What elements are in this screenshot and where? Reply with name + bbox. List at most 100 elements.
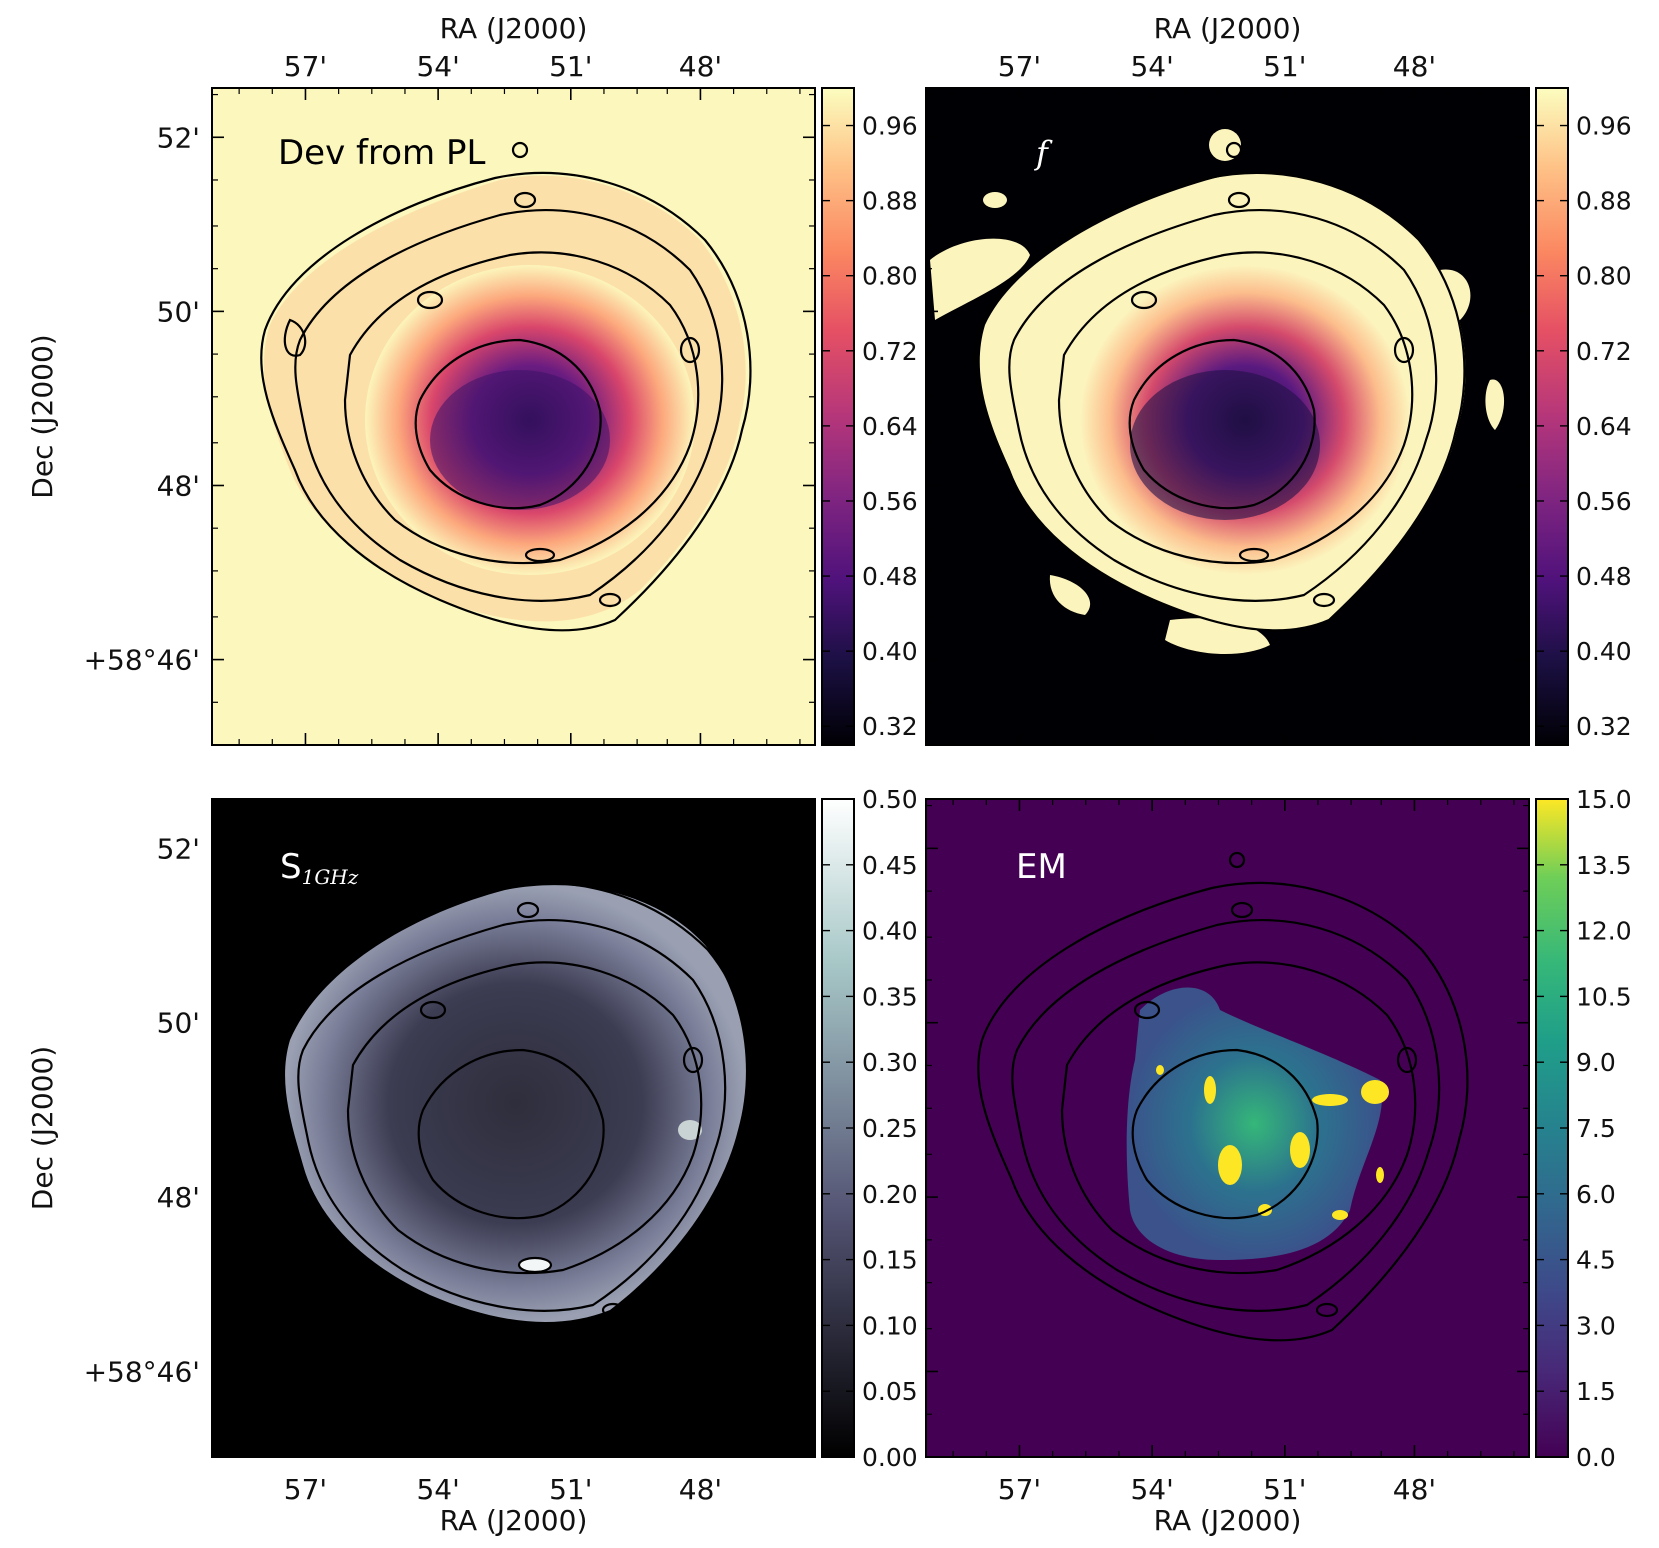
radio-contours xyxy=(977,851,1469,1342)
ra-tick-label: 57' xyxy=(284,50,327,83)
bright-knot xyxy=(678,1120,702,1140)
ra-tick-label: 51' xyxy=(549,1473,592,1506)
colorbar-tick-label: 0.56 xyxy=(862,487,918,516)
colorbar-tick-label: 15.0 xyxy=(1576,785,1632,814)
colorbar-tick-label: 6.0 xyxy=(1576,1180,1616,1209)
ra-tick-label: 54' xyxy=(1130,50,1173,83)
ra-tick-label: 57' xyxy=(284,1473,327,1506)
colorbar-tick-label: 0.80 xyxy=(1576,262,1632,291)
colorbar-tick-label: 3.0 xyxy=(1576,1311,1616,1340)
ra-tick-label: 48' xyxy=(1393,1473,1436,1506)
core-minimum xyxy=(430,370,610,510)
colorbar-tick-label: 0.40 xyxy=(862,637,918,666)
ra-tick-label: 54' xyxy=(416,50,459,83)
panel-label: S1GHz xyxy=(280,847,359,889)
panel-frame xyxy=(925,798,1530,1458)
emission-patch xyxy=(983,192,1007,208)
panel-dev-from-pl: Dev from PL xyxy=(211,87,816,746)
panel-f: f xyxy=(925,87,1530,746)
colorbar-tick-label: 0.50 xyxy=(862,785,918,814)
colorbar-tick-label: 10.5 xyxy=(1576,982,1632,1011)
panel-em: EM xyxy=(925,798,1530,1458)
colorbar-f xyxy=(1535,87,1569,746)
colorbar-tick-label: 0.20 xyxy=(862,1180,918,1209)
colorbar-dev xyxy=(821,87,855,746)
colorbar-tick-label: 0.48 xyxy=(1576,562,1632,591)
panel-label: EM xyxy=(1016,847,1067,887)
colorbar-tick-label: 0.15 xyxy=(862,1246,918,1275)
colorbar-tick-label: 0.64 xyxy=(862,412,918,441)
colorbar-tick-label: 0.05 xyxy=(862,1377,918,1406)
ra-tick-label: 51' xyxy=(1263,1473,1306,1506)
colorbar-tick-label: 0.96 xyxy=(1576,112,1632,141)
radio-contours xyxy=(974,141,1466,632)
emission-patch xyxy=(1049,575,1091,615)
ra-tick-label: 48' xyxy=(679,50,722,83)
emission-patch xyxy=(1209,129,1241,161)
ra-axis-label: RA (J2000) xyxy=(440,12,588,45)
emission-patch xyxy=(1485,379,1505,430)
dec-tick-label: 48' xyxy=(157,1181,200,1214)
ra-axis-label: RA (J2000) xyxy=(1154,1504,1302,1537)
ra-axis-label: RA (J2000) xyxy=(440,1504,588,1537)
panel-s1ghz: S1GHz xyxy=(211,798,816,1458)
core-minimum xyxy=(1130,370,1320,520)
ra-tick-label: 54' xyxy=(1130,1473,1173,1506)
colorbar-tick-label: 0.00 xyxy=(862,1443,918,1472)
colorbar-tick-label: 1.5 xyxy=(1576,1377,1616,1406)
dec-tick-label: 50' xyxy=(157,295,200,328)
ra-tick-label: 57' xyxy=(998,50,1041,83)
radio-contours xyxy=(263,851,755,1342)
dec-axis-label: Dec (J2000) xyxy=(26,334,59,498)
dec-axis-label: Dec (J2000) xyxy=(26,1046,59,1210)
colorbar-tick-label: 0.35 xyxy=(862,982,918,1011)
panel-label: Dev from PL xyxy=(278,133,485,173)
remnant-emission xyxy=(285,885,746,1322)
colorbar-tick-label: 0.25 xyxy=(862,1114,918,1143)
colorbar-tick-label: 0.72 xyxy=(862,337,918,366)
ra-tick-label: 48' xyxy=(1393,50,1436,83)
ra-tick-label: 57' xyxy=(998,1473,1041,1506)
colorbar-tick-label: 0.48 xyxy=(862,562,918,591)
colorbar-tick-label: 0.64 xyxy=(1576,412,1632,441)
colorbar-tick-label: 0.88 xyxy=(862,187,918,216)
colorbar-tick-label: 4.5 xyxy=(1576,1246,1616,1275)
colorbar-tick-label: 13.5 xyxy=(1576,851,1632,880)
ra-axis-label: RA (J2000) xyxy=(1154,12,1302,45)
dec-tick-label: 50' xyxy=(157,1007,200,1040)
colorbar-tick-label: 0.40 xyxy=(1576,637,1632,666)
ra-tick-label: 51' xyxy=(549,50,592,83)
em-emission-region xyxy=(1126,987,1383,1260)
colorbar-tick-label: 0.45 xyxy=(862,851,918,880)
ra-tick-label: 54' xyxy=(416,1473,459,1506)
bright-knot xyxy=(519,1259,551,1271)
colorbar-tick-label: 12.0 xyxy=(1576,917,1632,946)
emission-patch xyxy=(930,238,1030,320)
panel-frame xyxy=(211,798,816,1458)
em-bright-patches xyxy=(1156,1065,1389,1220)
colorbar-tick-label: 0.30 xyxy=(862,1048,918,1077)
ra-tick-label: 48' xyxy=(679,1473,722,1506)
dec-tick-label: +58°46' xyxy=(84,1355,200,1388)
colorbar-tick-label: 0.88 xyxy=(1576,187,1632,216)
dec-tick-label: +58°46' xyxy=(84,644,200,677)
dec-tick-label: 48' xyxy=(157,469,200,502)
colorbar-tick-label: 0.32 xyxy=(862,712,918,741)
panel-frame xyxy=(211,87,816,746)
colorbar-tick-label: 0.10 xyxy=(862,1311,918,1340)
colorbar-tick-label: 0.96 xyxy=(862,112,918,141)
colorbar-tick-label: 0.0 xyxy=(1576,1443,1616,1472)
colorbar-tick-label: 0.32 xyxy=(1576,712,1632,741)
dec-tick-label: 52' xyxy=(157,121,200,154)
ra-tick-label: 51' xyxy=(1263,50,1306,83)
colorbar-tick-label: 0.72 xyxy=(1576,337,1632,366)
colorbar-tick-label: 7.5 xyxy=(1576,1114,1616,1143)
colorbar-tick-label: 0.40 xyxy=(862,917,918,946)
radio-contours xyxy=(260,141,752,632)
axes-layer: 57' 54' 51' 48' 52' 50' 48' +58°46' RA (J2000) De… xyxy=(26,12,1632,1537)
colorbar-tick-label: 0.80 xyxy=(862,262,918,291)
colorbar-tick-label: 9.0 xyxy=(1576,1048,1616,1077)
panel-frame xyxy=(925,87,1530,746)
dec-tick-label: 52' xyxy=(157,832,200,865)
